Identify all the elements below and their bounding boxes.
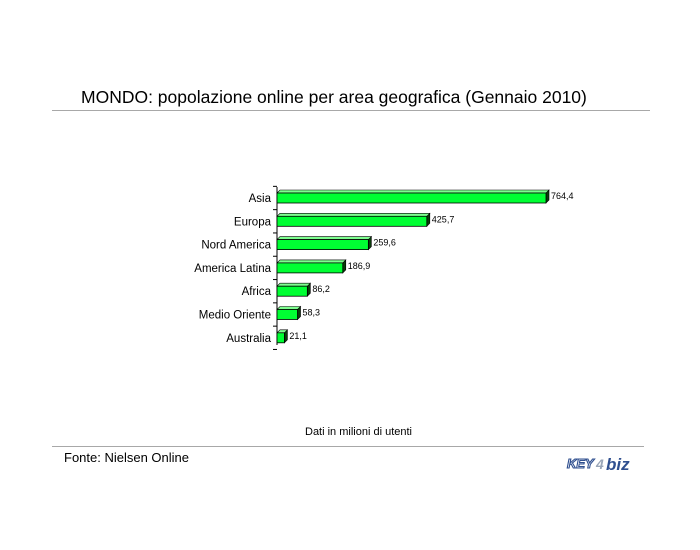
svg-text:KEY: KEY [567, 456, 595, 471]
category-label: Nord America [201, 240, 271, 252]
bar-top [276, 236, 373, 240]
category-label: Australia [226, 333, 271, 345]
bar [276, 215, 428, 227]
bar-top [276, 189, 550, 194]
footer-divider [52, 446, 644, 447]
bar [276, 239, 369, 251]
bar [276, 285, 308, 297]
key4biz-logo: KEY 4 biz [566, 455, 630, 474]
category-label: Europa [234, 216, 272, 228]
data-label: 259,6 [373, 238, 396, 248]
data-label: 186,9 [348, 261, 371, 271]
bar [276, 262, 344, 274]
category-label: Asia [249, 193, 272, 205]
data-label: 21,1 [289, 331, 307, 341]
data-label: 764,4 [551, 191, 574, 201]
bar [276, 332, 285, 344]
title-divider [52, 110, 650, 111]
category-label: Medio Oriente [199, 310, 271, 322]
page-title: MONDO: popolazione online per area geogr… [81, 87, 587, 107]
data-label: 425,7 [432, 214, 455, 224]
bar [276, 192, 547, 204]
category-label: America Latina [194, 263, 271, 275]
data-label: 58,3 [303, 308, 321, 318]
data-label: 86,2 [312, 284, 330, 294]
category-label: Africa [242, 286, 272, 298]
bar-top [276, 282, 312, 287]
svg-text:4: 4 [595, 456, 604, 472]
units-note: Dati in milioni di utenti [305, 426, 412, 438]
bar-top [276, 259, 347, 264]
bar-top [276, 306, 302, 310]
source-label: Fonte: Nielsen Online [64, 450, 190, 465]
bar [276, 309, 298, 320]
svg-text:biz: biz [606, 455, 630, 474]
bar-top [276, 213, 431, 217]
